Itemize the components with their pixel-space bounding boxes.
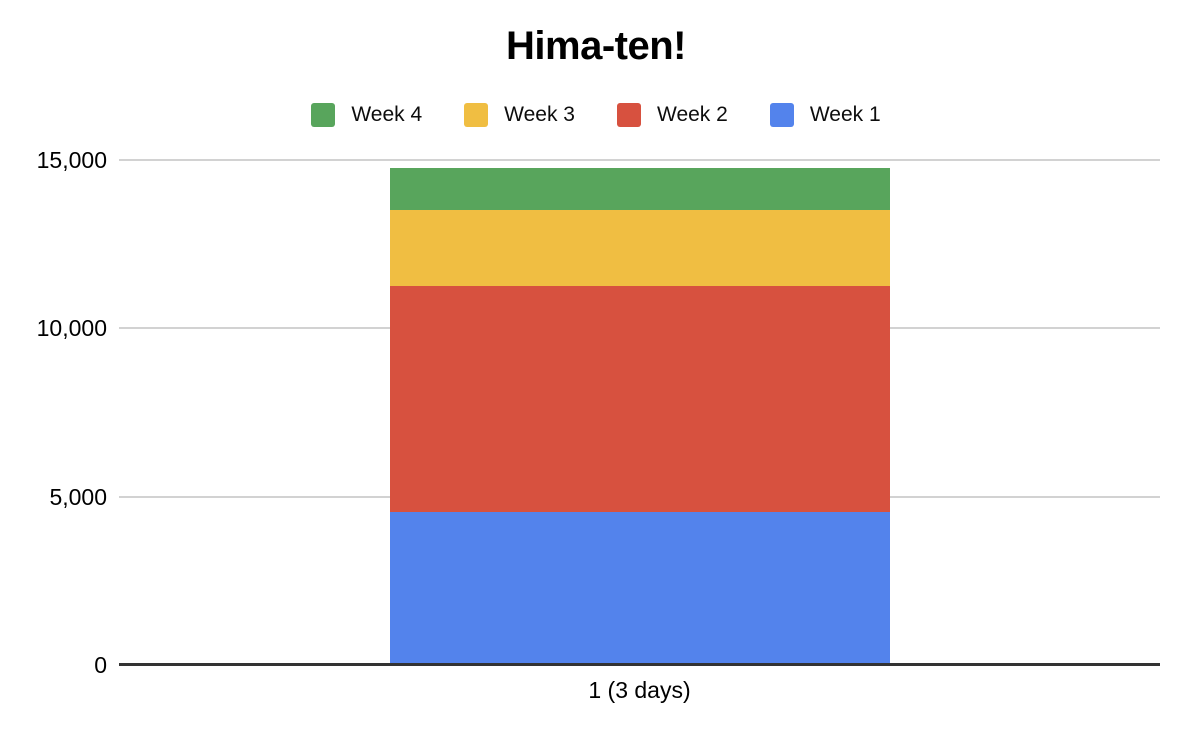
legend-item-week-3[interactable]: Week 3 xyxy=(464,102,575,127)
legend-item-week-4[interactable]: Week 4 xyxy=(311,102,422,127)
bar-segment-week-1[interactable] xyxy=(389,511,890,665)
legend: Week 4 Week 3 Week 2 Week 1 xyxy=(0,102,1192,127)
bar-segment-week-2[interactable] xyxy=(389,285,890,512)
legend-label-week-4: Week 4 xyxy=(351,103,423,126)
legend-swatch-icon-week-1 xyxy=(769,102,794,127)
gridline-15000 xyxy=(119,159,1160,161)
y-tick-label-10000: 10,000 xyxy=(36,315,107,342)
x-category-label: 1 (3 days) xyxy=(588,677,691,703)
legend-label-week-3: Week 3 xyxy=(504,103,575,126)
legend-swatch-icon-week-2 xyxy=(617,102,641,127)
y-tick-label-5000: 5,000 xyxy=(49,483,107,510)
legend-label-week-1: Week 1 xyxy=(809,103,881,126)
legend-item-week-2[interactable]: Week 2 xyxy=(617,102,728,127)
y-tick-label-0: 0 xyxy=(94,652,107,678)
chart-title: Hima-ten! xyxy=(506,24,686,68)
x-axis-line xyxy=(119,663,1160,666)
legend-swatch-icon-week-4 xyxy=(311,102,336,127)
y-tick-label-15000: 15,000 xyxy=(36,147,107,173)
bar-segment-week-4[interactable] xyxy=(389,167,890,210)
bar-segment-week-3[interactable] xyxy=(389,209,890,286)
legend-swatch-icon-week-3 xyxy=(464,102,489,127)
legend-item-week-1[interactable]: Week 1 xyxy=(769,102,881,127)
legend-label-week-2: Week 2 xyxy=(657,103,728,126)
